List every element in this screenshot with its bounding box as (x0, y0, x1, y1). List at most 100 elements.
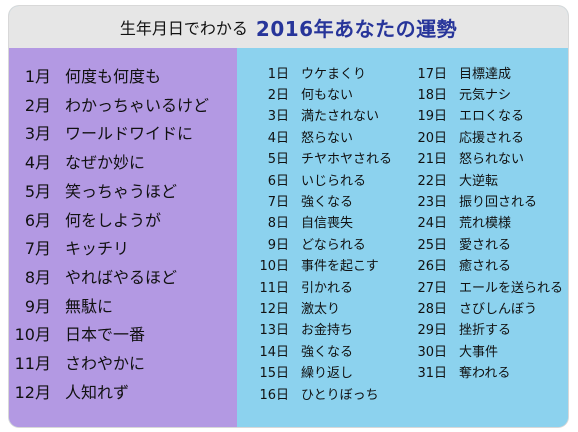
day-row: 9日 どなられる (237, 233, 366, 253)
month-phrase: なぜか妙に (65, 153, 146, 173)
day-phrase: ウケまくり (301, 66, 367, 82)
month-row: 5月 笑っちゃうほど (9, 178, 237, 202)
month-row: 9月 無駄に (9, 293, 237, 317)
day-phrase: 愛される (459, 237, 512, 253)
month-phrase: 何度も何度も (65, 67, 162, 86)
day-row: 8日 自信喪失 (237, 212, 353, 232)
day-row: 3日 満たされない (237, 105, 379, 125)
day-phrase: チヤホヤされる (301, 152, 393, 168)
day-phrase: 怒らない (301, 130, 354, 146)
month-panel: 1月 何度も何度も 2月 わかっちゃいるけど 3月 ワールドワイドに 4月 なぜか妙に 5月 笑っ… (9, 48, 237, 427)
month-row: 8月 やればやるほど (9, 264, 237, 288)
day-label: 3日 (267, 109, 289, 125)
day-phrase: 奪われる (459, 366, 511, 382)
month-row: 12月 人知れず (9, 379, 237, 403)
day-label: 17日 (417, 66, 447, 82)
month-label: 6月 (24, 210, 51, 230)
month-label: 11月 (14, 354, 51, 373)
day-phrase: 激太り (301, 301, 341, 317)
month-label: 2月 (24, 95, 51, 115)
day-label: 14日 (259, 344, 289, 360)
month-label: 9月 (24, 296, 51, 316)
month-phrase: 何をしようが (65, 210, 162, 230)
day-phrase: さびしんぼう (459, 301, 538, 317)
month-row: 3月 ワールドワイドに (9, 120, 237, 144)
month-phrase: 人知れず (65, 382, 130, 402)
day-phrase: いじられる (301, 173, 367, 189)
month-phrase: 笑っちゃうほど (65, 181, 178, 201)
day-label: 19日 (417, 109, 447, 125)
day-phrase: 強くなる (301, 194, 354, 210)
day-label: 11日 (259, 280, 289, 296)
day-row: 25日 愛される (395, 233, 511, 253)
day-label: 9日 (267, 237, 289, 253)
day-phrase: 自信喪失 (301, 216, 354, 232)
day-row: 15日 繰り返し (237, 362, 353, 382)
day-row: 18日 元気ナシ (395, 83, 511, 103)
day-row: 22日 大逆転 (395, 169, 498, 189)
day-phrase: エロくなる (459, 109, 525, 125)
day-label: 28日 (417, 301, 447, 317)
month-label: 1月 (24, 67, 51, 86)
day-row: 16日 ひとりぼっち (237, 383, 379, 403)
day-phrase: お金持ち (301, 323, 354, 339)
day-label: 2日 (267, 87, 289, 103)
day-phrase: 元気ナシ (459, 87, 512, 103)
day-phrase: ひとりぼっち (301, 387, 379, 403)
day-label: 5日 (267, 152, 289, 168)
month-label: 8月 (24, 267, 51, 287)
day-label: 7日 (267, 194, 289, 210)
month-label: 5月 (24, 181, 51, 201)
day-label: 21日 (417, 152, 447, 168)
day-label: 26日 (417, 259, 447, 275)
month-label: 10月 (14, 325, 51, 345)
month-phrase: 無駄に (65, 296, 114, 316)
day-row: 31日 奪われる (395, 362, 510, 382)
month-phrase: さわやかに (65, 354, 146, 373)
month-label: 12月 (14, 382, 51, 402)
day-label: 31日 (417, 366, 447, 382)
month-phrase: 日本で一番 (65, 325, 146, 345)
month-label: 7月 (24, 239, 51, 259)
day-row: 13日 お金持ち (237, 319, 353, 339)
day-row: 28日 さびしんぼう (395, 297, 537, 317)
month-row: 7月 キッチリ (9, 235, 237, 259)
day-label: 22日 (417, 173, 447, 189)
day-label: 10日 (259, 259, 289, 275)
day-phrase: 引かれる (301, 280, 354, 296)
fortune-card: 生年月日でわかる 2016年あなたの運勢 1月 何度も何度も 2月 わかっちゃいるけど… (9, 6, 568, 427)
day-phrase: 応援される (459, 130, 525, 146)
day-row: 1日 ウケまくり (237, 62, 366, 82)
day-phrase: どなられる (301, 237, 366, 253)
day-row: 4日 怒らない (237, 126, 353, 146)
day-phrase: 強くなる (301, 344, 354, 360)
month-row: 4月 なぜか妙に (9, 149, 237, 173)
day-row: 24日 荒れ模様 (395, 212, 511, 232)
day-row: 23日 振り回される (395, 190, 537, 210)
header-bar: 生年月日でわかる 2016年あなたの運勢 (9, 6, 568, 48)
day-panel: 1日 ウケまくり 2日 何もない 3日 満たされない 4日 怒らない 5日 チヤホヤされる 6日 いじ… (237, 48, 568, 427)
day-row: 17日 目標達成 (395, 62, 511, 82)
month-phrase: キッチリ (65, 239, 130, 259)
day-label: 4日 (267, 130, 289, 146)
day-row: 10日 事件を起こす (237, 255, 379, 275)
day-label: 15日 (259, 366, 289, 382)
day-label: 23日 (417, 194, 447, 210)
day-label: 1日 (267, 66, 289, 82)
day-phrase: 癒される (459, 259, 512, 275)
day-label: 18日 (417, 87, 447, 103)
month-row: 6月 何をしようが (9, 207, 237, 231)
day-phrase: 事件を起こす (301, 259, 379, 275)
day-phrase: 振り回される (459, 194, 538, 210)
header-title: 2016年あなたの運勢 (255, 16, 458, 41)
day-phrase: 荒れ模様 (459, 216, 512, 232)
month-phrase: ワールドワイドに (65, 124, 194, 144)
day-phrase: 大事件 (459, 344, 499, 360)
day-label: 16日 (259, 387, 289, 403)
month-row: 11月 さわやかに (9, 350, 237, 374)
day-phrase: 挫折する (459, 323, 512, 339)
day-phrase: 目標達成 (459, 66, 512, 82)
day-phrase: 繰り返し (301, 366, 354, 382)
month-row: 1月 何度も何度も (9, 63, 237, 87)
day-row: 19日 エロくなる (395, 105, 524, 125)
